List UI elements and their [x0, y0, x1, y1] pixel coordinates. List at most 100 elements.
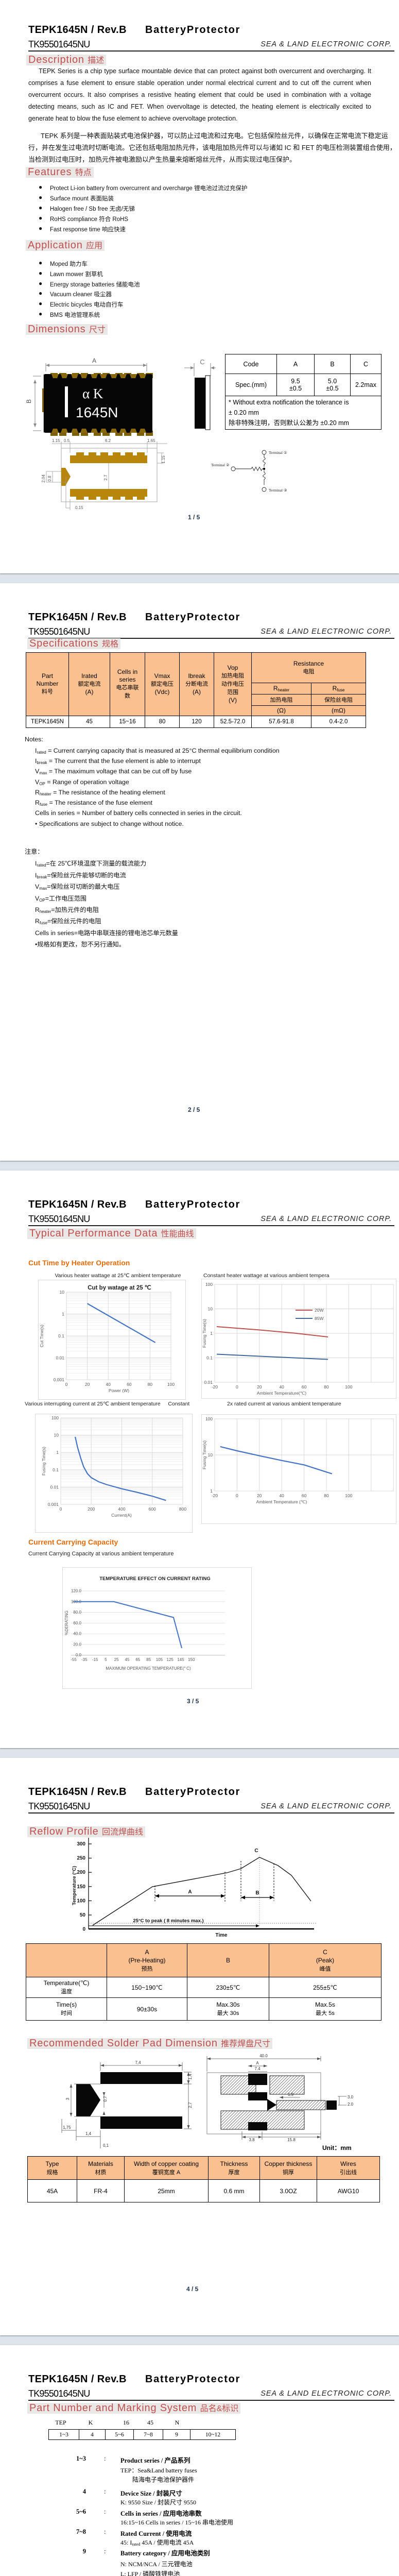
svg-text:100: 100: [167, 1382, 175, 1387]
svg-text:0: 0: [236, 1384, 238, 1389]
svg-text:7.4: 7.4: [254, 2066, 261, 2071]
svg-text:800: 800: [179, 1506, 186, 1512]
svg-text:Power (W): Power (W): [109, 1388, 129, 1393]
svg-text:400: 400: [118, 1506, 125, 1512]
svg-text:1: 1: [56, 1450, 59, 1455]
svg-text:TEMPERATURE EFFECT ON CURRENT: TEMPERATURE EFFECT ON CURRENT RATING: [99, 1576, 211, 1582]
svg-text:100: 100: [205, 1282, 213, 1287]
svg-text:1: 1: [62, 1312, 64, 1317]
svg-text:0: 0: [236, 1493, 238, 1498]
svg-text:2.0: 2.0: [348, 2102, 354, 2107]
svg-text:3: 3: [65, 2097, 70, 2100]
svg-text:250: 250: [77, 1856, 85, 1861]
svg-text:-15: -15: [92, 1657, 98, 1662]
svg-text:0.5: 0.5: [64, 438, 70, 443]
svg-text:0.01: 0.01: [204, 1380, 213, 1385]
svg-text:Cut by watage at 25 ℃: Cut by watage at 25 ℃: [88, 1284, 151, 1291]
svg-text:80: 80: [324, 1493, 329, 1498]
svg-text:3.0: 3.0: [348, 2095, 354, 2099]
svg-text:120.0: 120.0: [71, 1589, 82, 1594]
svg-text:20: 20: [257, 1384, 262, 1389]
svg-text:100: 100: [345, 1493, 352, 1498]
svg-text:40: 40: [279, 1384, 284, 1389]
svg-text:%DERATING: %DERATING: [64, 1611, 69, 1635]
svg-text:1,4: 1,4: [188, 2074, 193, 2080]
svg-text:25°C to peak ( 8 minutes max.): 25°C to peak ( 8 minutes max.): [133, 1918, 203, 1924]
svg-text:10: 10: [208, 1307, 213, 1312]
svg-text:80: 80: [324, 1384, 329, 1389]
svg-text:40.0: 40.0: [259, 2054, 268, 2058]
svg-text:Terminal ①: Terminal ①: [269, 450, 287, 455]
svg-text:A: A: [92, 357, 96, 364]
svg-text:0.8: 0.8: [47, 476, 52, 482]
svg-text:600: 600: [149, 1506, 156, 1512]
svg-text:C: C: [254, 1848, 258, 1854]
svg-text:100: 100: [51, 1415, 59, 1420]
svg-text:60: 60: [302, 1493, 307, 1498]
svg-text:-55: -55: [71, 1657, 77, 1662]
svg-text:100: 100: [345, 1384, 352, 1389]
svg-text:0,1: 0,1: [103, 2143, 109, 2148]
svg-text:7,4: 7,4: [135, 2060, 141, 2065]
svg-text:80.0: 80.0: [73, 1610, 81, 1615]
svg-text:45: 45: [125, 1657, 130, 1662]
svg-text:0.1: 0.1: [53, 1467, 59, 1472]
svg-text:50: 50: [80, 1912, 86, 1918]
svg-text:2.7: 2.7: [103, 474, 108, 481]
svg-text:Fusing Time(s): Fusing Time(s): [202, 1319, 207, 1348]
svg-text:2,7: 2,7: [188, 2102, 193, 2108]
svg-text:25: 25: [114, 1657, 119, 1662]
svg-text:0.01: 0.01: [56, 1355, 64, 1361]
svg-text:20W: 20W: [315, 1308, 323, 1313]
svg-text:0,7: 0,7: [103, 2096, 108, 2102]
svg-text:145: 145: [177, 1657, 184, 1662]
svg-text:20.0: 20.0: [73, 1642, 81, 1647]
svg-text:1.15: 1.15: [161, 455, 166, 464]
svg-text:1645N: 1645N: [76, 404, 118, 420]
svg-text:0.1: 0.1: [206, 1355, 213, 1361]
svg-text:10: 10: [54, 1433, 59, 1438]
svg-text:10: 10: [60, 1290, 65, 1295]
svg-text:Fusing Time(s): Fusing Time(s): [41, 1447, 46, 1476]
svg-text:20: 20: [85, 1382, 90, 1387]
svg-text:40: 40: [106, 1382, 111, 1387]
svg-text:1: 1: [210, 1331, 213, 1336]
svg-text:100: 100: [205, 1416, 213, 1421]
svg-text:60: 60: [302, 1384, 307, 1389]
svg-text:200: 200: [88, 1506, 95, 1512]
svg-text:A: A: [256, 2061, 259, 2065]
svg-text:0: 0: [82, 1927, 85, 1933]
svg-text:10: 10: [208, 1452, 213, 1458]
svg-text:1,75: 1,75: [63, 2125, 71, 2130]
svg-text:A: A: [188, 1889, 192, 1895]
svg-text:B: B: [25, 399, 32, 403]
svg-text:0.15: 0.15: [75, 505, 83, 510]
svg-text:40.0: 40.0: [73, 1632, 81, 1636]
svg-text:200: 200: [77, 1870, 85, 1875]
svg-text:Ambient Temperature(℃): Ambient Temperature(℃): [257, 1391, 306, 1396]
svg-text:Current(A): Current(A): [111, 1513, 132, 1518]
svg-text:Terminal ②: Terminal ②: [211, 463, 230, 467]
svg-text:105: 105: [156, 1657, 163, 1662]
svg-text:Time: Time: [215, 1933, 228, 1938]
svg-text:60: 60: [127, 1382, 132, 1387]
svg-text:40: 40: [279, 1493, 284, 1498]
svg-text:-20: -20: [212, 1384, 218, 1389]
svg-text:125: 125: [167, 1657, 174, 1662]
svg-text:1.65: 1.65: [147, 438, 155, 443]
svg-text:80: 80: [148, 1382, 153, 1387]
svg-text:-20: -20: [212, 1493, 218, 1498]
svg-text:Fusing Time(s): Fusing Time(s): [202, 1440, 207, 1469]
svg-text:1.9: 1.9: [288, 2092, 294, 2097]
svg-text:Terminal ③: Terminal ③: [269, 488, 287, 493]
svg-text:85W: 85W: [315, 1316, 323, 1321]
svg-text:6.2: 6.2: [105, 438, 111, 443]
svg-text:150: 150: [188, 1657, 195, 1662]
svg-text:65: 65: [135, 1657, 140, 1662]
svg-text:60.0: 60.0: [73, 1621, 81, 1625]
svg-text:5: 5: [105, 1657, 107, 1662]
svg-text:85: 85: [146, 1657, 151, 1662]
svg-text:300: 300: [77, 1841, 85, 1847]
svg-text:20: 20: [257, 1493, 262, 1498]
svg-text:2.04: 2.04: [41, 474, 46, 483]
